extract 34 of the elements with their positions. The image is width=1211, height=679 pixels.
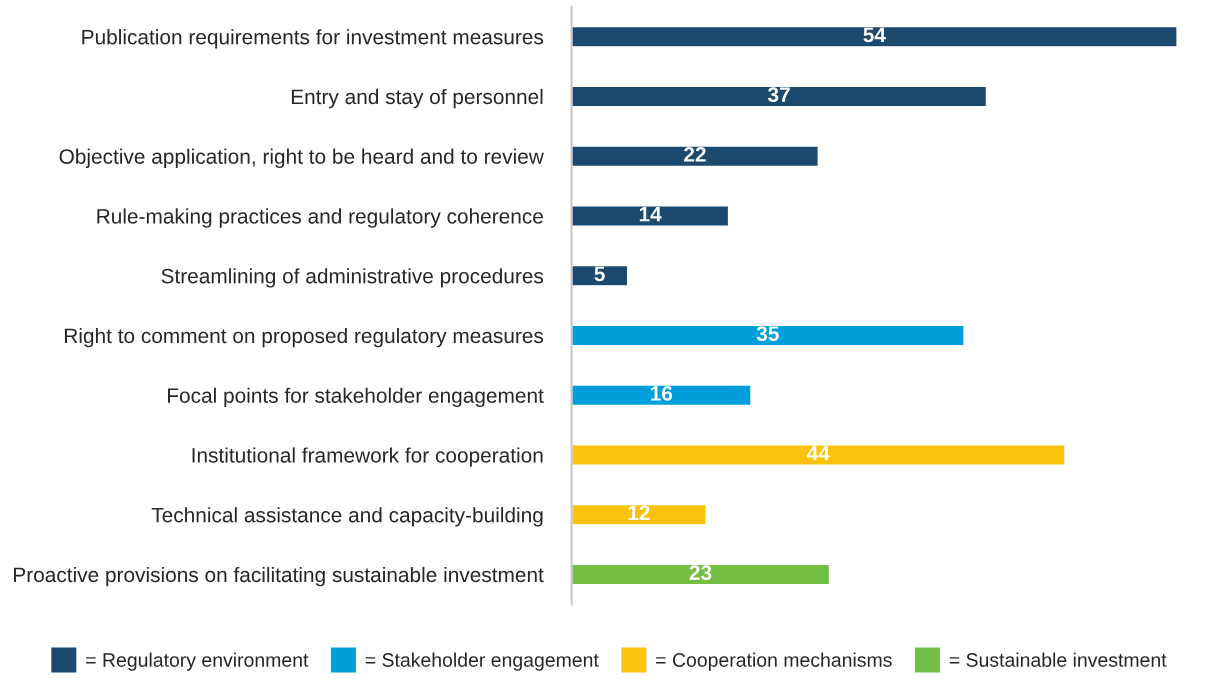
data-label: 54 — [863, 27, 886, 43]
data-label: 14 — [639, 206, 662, 222]
legend-label: = Regulatory environment — [86, 652, 309, 671]
bar — [571, 324, 965, 347]
legend-label: = Sustainable investment — [949, 652, 1167, 667]
legend-label: = Stakeholder engagement — [365, 652, 599, 671]
data-label: 44 — [807, 445, 830, 461]
bar — [571, 503, 707, 526]
bar — [571, 563, 831, 586]
data-label: 5 — [594, 266, 605, 282]
y-tick-label: Right to comment on proposed regulatory measures — [64, 327, 544, 348]
bar — [571, 205, 730, 227]
y-tick-label: Institutional framework for cooperation — [192, 447, 543, 467]
bar — [571, 264, 629, 287]
data-label: 22 — [684, 147, 706, 162]
bar — [571, 85, 988, 108]
y-tick-label: Streamlining of administrative procedures — [161, 268, 544, 288]
data-label: 35 — [756, 326, 779, 342]
y-tick-label: Objective application, right to be heard and to review — [59, 148, 544, 169]
bar — [571, 384, 752, 407]
bar — [571, 444, 1066, 466]
legend-label: = Cooperation mechanisms — [656, 652, 892, 671]
bar — [571, 25, 1178, 48]
data-label: 12 — [628, 505, 650, 521]
y-tick-label: Entry and stay of personnel — [291, 88, 543, 109]
y-tick-label: Technical assistance and capacity-building — [151, 507, 543, 527]
bar — [571, 145, 819, 168]
y-tick-label: Proactive provisions on facilitating sustainable investment — [14, 566, 544, 587]
y-tick-label: Rule-making practices and regulatory coherence — [97, 208, 543, 228]
data-label: 37 — [767, 87, 790, 103]
y-tick-label: Publication requirements for investment measures — [82, 29, 544, 49]
y-tick-label: Focal points for stakeholder engagement — [168, 387, 544, 408]
data-label: 23 — [689, 565, 712, 581]
data-label: 16 — [651, 386, 673, 401]
